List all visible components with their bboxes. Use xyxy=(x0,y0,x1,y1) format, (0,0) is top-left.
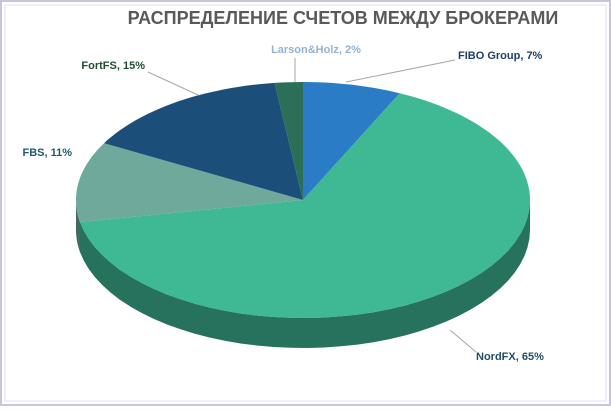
data-label: FBS, 11% xyxy=(22,147,72,159)
chart-title: РАСПРЕДЕЛЕНИЕ СЧЕТОВ МЕЖДУ БРОКЕРАМИ xyxy=(128,8,559,28)
data-label: Larson&Holz, 2% xyxy=(271,44,361,56)
slice xyxy=(274,82,303,200)
slice xyxy=(76,143,303,223)
leader-line xyxy=(345,59,456,83)
data-label: FIBO Group, 7% xyxy=(458,50,543,62)
leader-line xyxy=(449,329,477,353)
slice xyxy=(104,82,303,200)
slice xyxy=(80,93,530,318)
labels: FIBO Group, 7% NordFX, 65% FBS, 11% FortFS,… xyxy=(22,44,544,363)
slice-side xyxy=(76,200,80,253)
pie xyxy=(76,82,530,348)
slice xyxy=(303,82,400,200)
slice-side xyxy=(80,200,530,348)
data-label: NordFX, 65% xyxy=(476,351,544,363)
leader-line xyxy=(147,71,199,96)
data-label: FortFS, 15% xyxy=(81,60,145,72)
inner-frame xyxy=(4,4,607,402)
